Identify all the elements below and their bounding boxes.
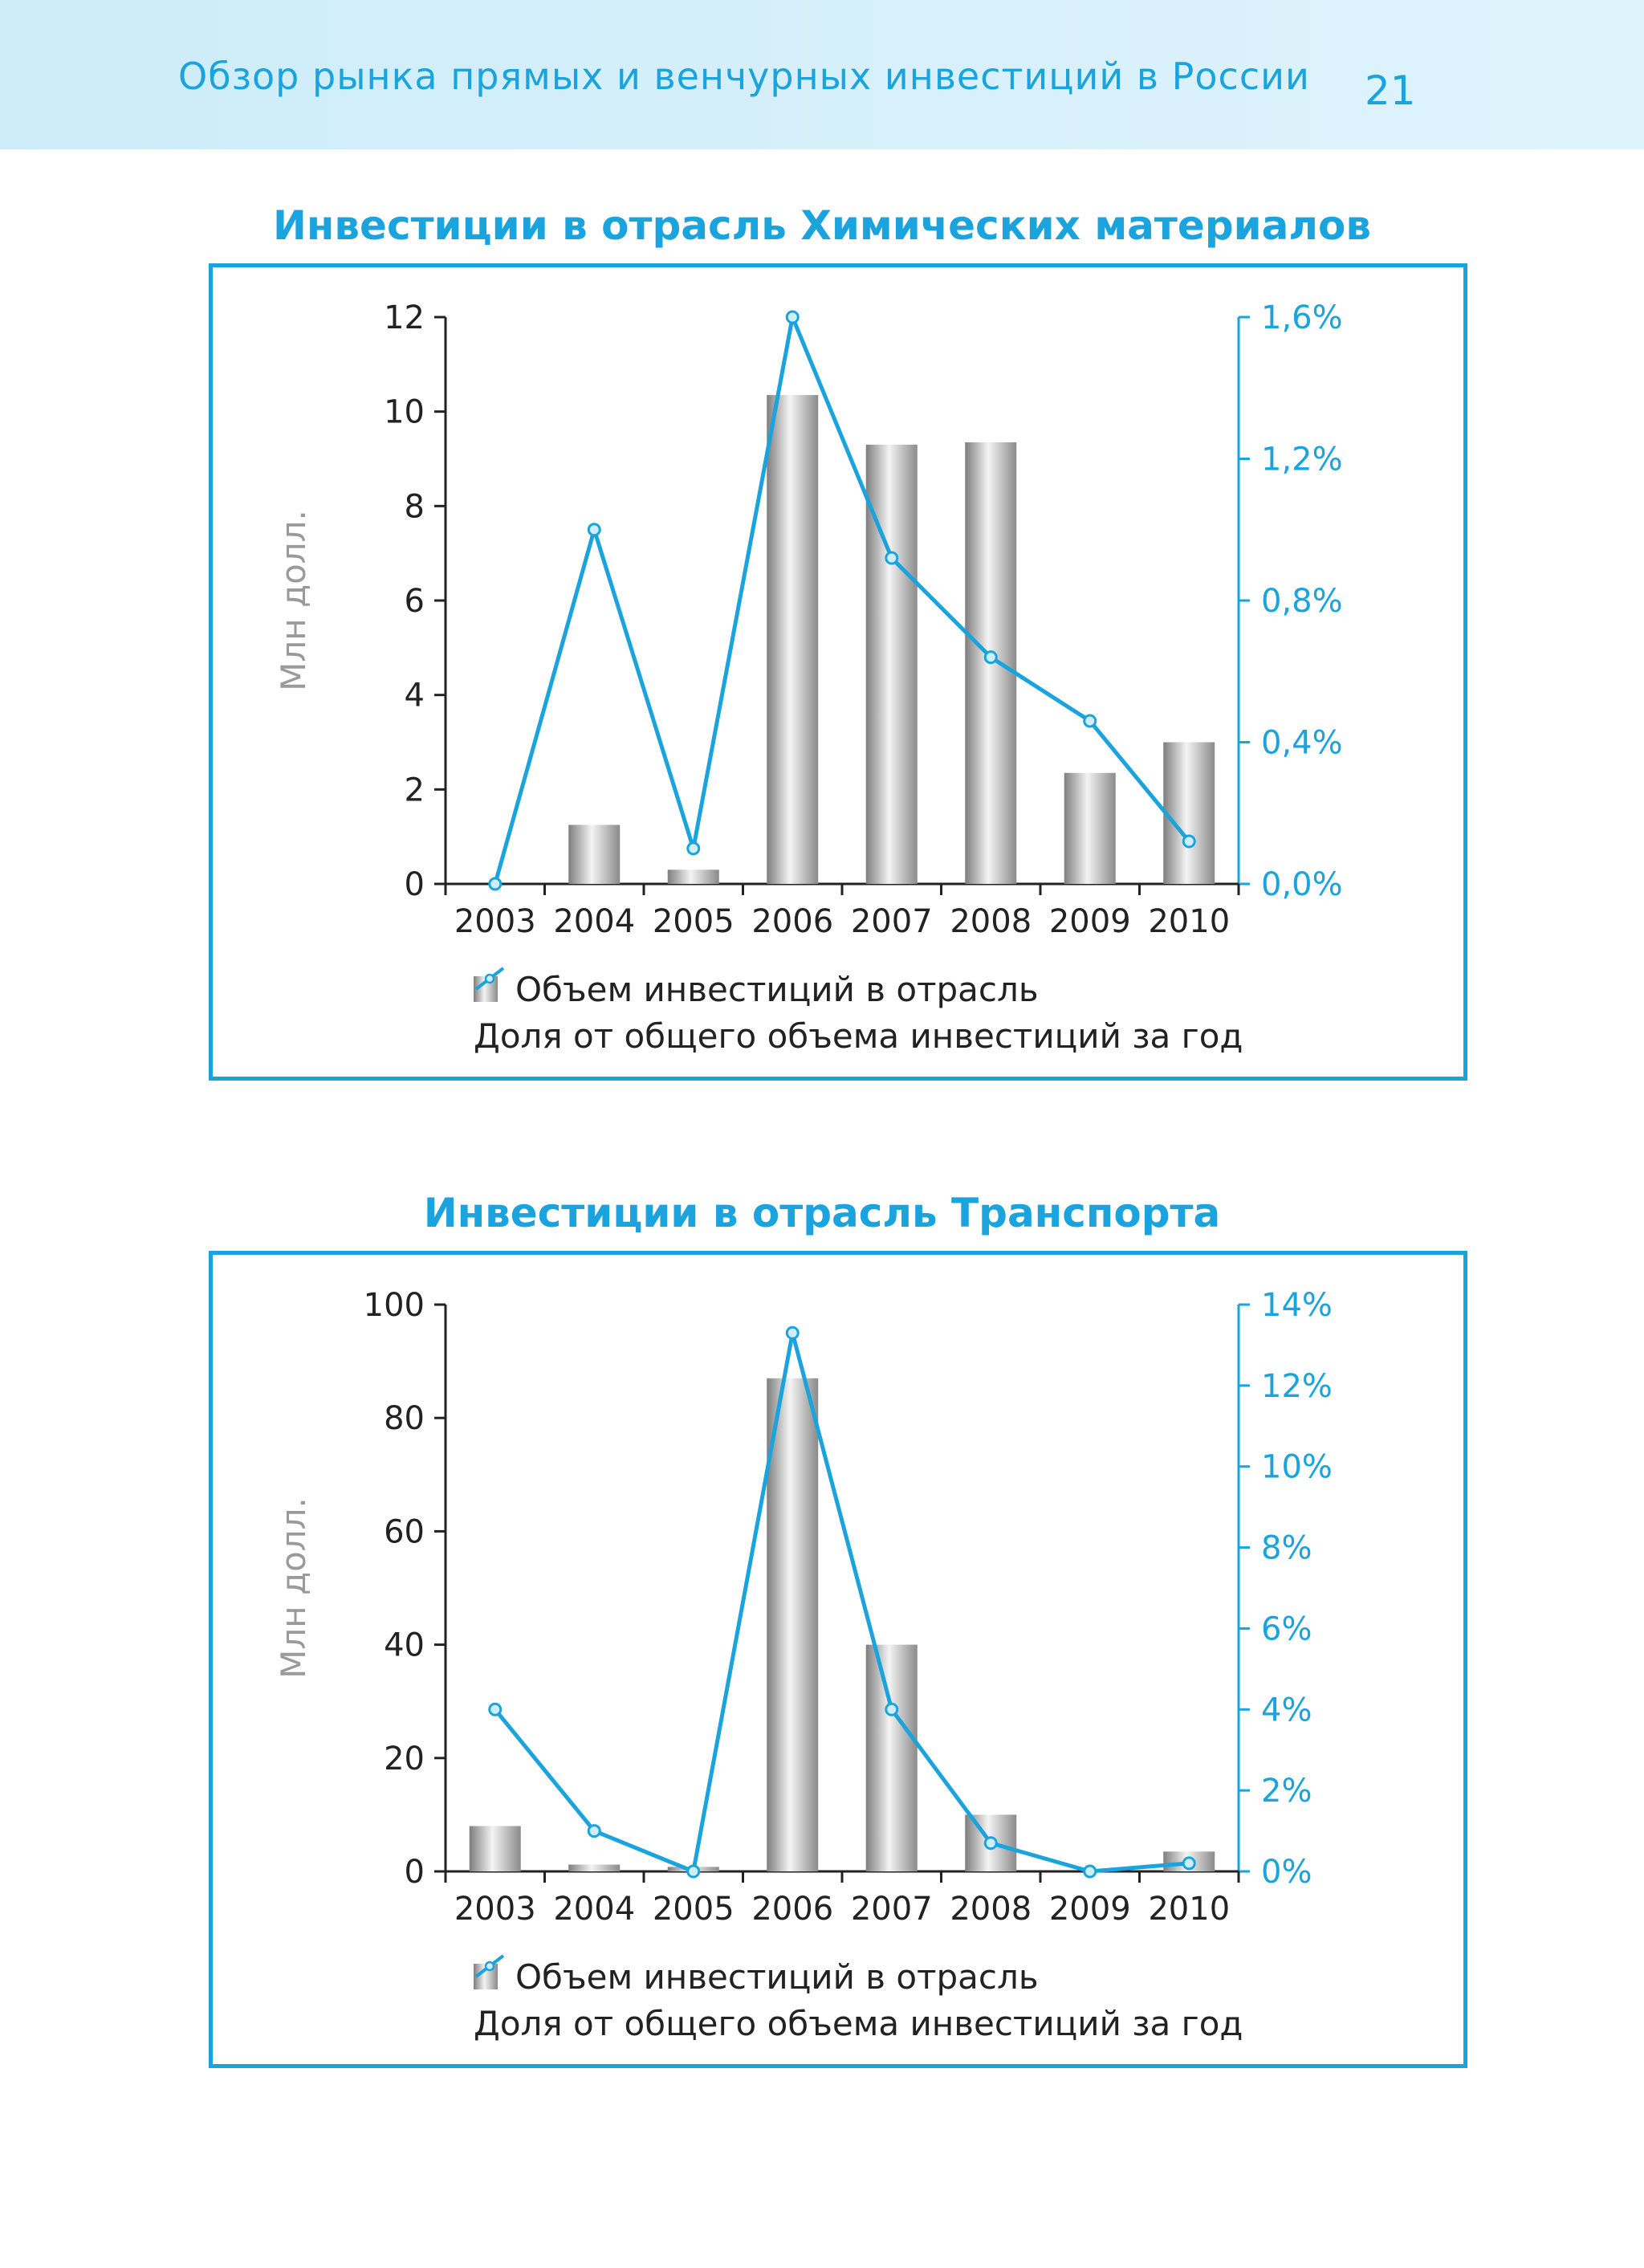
line-point	[686, 1864, 701, 1879]
x-tick-label: 2004	[553, 903, 635, 940]
y-tick-label-right: 0%	[1261, 1854, 1312, 1891]
y-tick-label-left: 20	[384, 1741, 425, 1777]
share-line	[493, 315, 1191, 885]
chart-2-svg: 0 20 40 60 80 100 Млн долл. 0% 2% 4% 6% 8% 10% 12% 14%…	[274, 1287, 1333, 1928]
y-tick-label-right: 12%	[1261, 1368, 1333, 1405]
line-point	[983, 1836, 998, 1851]
x-tick-label: 2007	[851, 1891, 933, 1928]
x-tick-label: 2005	[653, 1891, 735, 1928]
line-point	[1182, 1856, 1196, 1871]
y-tick-label-left: 0	[405, 866, 425, 903]
legend-bar-label: Объем инвестиций в отрасль	[515, 1957, 1039, 1997]
page-header: Обзор рынка прямых и венчурных инвестици…	[0, 0, 1644, 149]
line-point	[885, 551, 899, 565]
y-tick-label-left: 60	[384, 1513, 425, 1550]
bar	[469, 1826, 521, 1871]
bar	[767, 395, 819, 884]
bar	[865, 1644, 918, 1871]
line-point	[1083, 714, 1097, 728]
legend-line-swatch-icon	[474, 967, 505, 991]
y-tick-label-right: 0,8%	[1261, 583, 1343, 620]
bar	[1163, 742, 1215, 884]
page-number: 21	[1365, 67, 1416, 114]
x-tick-label: 2009	[1049, 1891, 1131, 1928]
bar	[667, 869, 719, 884]
x-tick-label: 2006	[751, 903, 833, 940]
y-tick-label-right: 2%	[1261, 1773, 1312, 1810]
chart-1-legend: Объем инвестиций в отрасль Доля от общег…	[474, 966, 1243, 1059]
x-tick-label: 2008	[950, 1891, 1032, 1928]
y-tick-label-left: 2	[405, 772, 425, 808]
line-point	[885, 1702, 899, 1716]
x-tick-label: 2003	[454, 903, 536, 940]
y-tick-label-left: 8	[405, 488, 425, 525]
header-title: Обзор рынка прямых и венчурных инвестици…	[178, 55, 1310, 98]
chart-2-title: Инвестиции в отрасль Транспорта	[423, 1190, 1221, 1236]
legend-item-line: Доля от общего объема инвестиций за год	[474, 1954, 1243, 2046]
chart-1-frame: 0 2 4 6 8 10 12 Млн долл. 0,0% 0,4% 0,8% 1,2% 1,6% 20…	[209, 263, 1467, 1081]
x-tick-label: 2008	[950, 903, 1032, 940]
y-axis-label: Млн долл.	[274, 1497, 313, 1679]
y-tick-label-right: 10%	[1261, 1449, 1333, 1486]
legend-item-line: Доля от общего объема инвестиций за год	[474, 967, 1243, 1059]
y-tick-label-left: 100	[364, 1287, 425, 1324]
line-point	[686, 841, 701, 856]
bar	[767, 1378, 819, 1871]
y-tick-label-left: 6	[405, 583, 425, 620]
y-tick-label-right: 0,0%	[1261, 866, 1343, 903]
line-point	[785, 310, 800, 324]
y-tick-label-left: 0	[405, 1854, 425, 1891]
chart-1-svg: 0 2 4 6 8 10 12 Млн долл. 0,0% 0,4% 0,8% 1,2% 1,6% 20…	[274, 299, 1343, 940]
x-tick-label: 2007	[851, 903, 933, 940]
legend-item-bar: Объем инвестиций в отрасль	[474, 966, 1243, 1012]
y-tick-label-left: 12	[384, 299, 425, 336]
legend-bar-label: Объем инвестиций в отрасль	[515, 969, 1039, 1009]
y-tick-label-left: 4	[405, 678, 425, 715]
y-tick-label-right: 1,2%	[1261, 442, 1343, 478]
y-tick-label-left: 80	[384, 1400, 425, 1437]
legend-line-label: Доля от общего объема инвестиций за год	[474, 2003, 1243, 2043]
x-tick-label: 2004	[553, 1891, 635, 1928]
share-line	[493, 1330, 1190, 1874]
x-tick-label: 2010	[1148, 1891, 1230, 1928]
line-point	[488, 1702, 503, 1716]
y-tick-label-right: 8%	[1261, 1530, 1312, 1567]
y-tick-label-right: 4%	[1261, 1692, 1312, 1728]
line-point	[488, 877, 503, 891]
x-tick-label: 2003	[454, 1891, 536, 1928]
bar	[1064, 772, 1116, 884]
chart-1-title: Инвестиции в отрасль Химических материал…	[273, 202, 1371, 249]
chart-2-legend: Объем инвестиций в отрасль Доля от общег…	[474, 1953, 1243, 2046]
x-tick-label: 2009	[1049, 903, 1131, 940]
y-tick-label-left: 40	[384, 1627, 425, 1664]
y-tick-label-right: 0,4%	[1261, 725, 1343, 762]
y-tick-label-left: 10	[384, 394, 425, 431]
legend-item-bar: Объем инвестиций в отрасль	[474, 1953, 1243, 2000]
x-tick-label: 2006	[751, 1891, 833, 1928]
legend-line-swatch-icon	[474, 1954, 505, 1978]
line-point	[785, 1325, 800, 1340]
chart-2-frame: 0 20 40 60 80 100 Млн долл. 0% 2% 4% 6% 8% 10% 12% 14%…	[209, 1251, 1467, 2068]
line-point	[587, 1824, 601, 1838]
x-tick-label: 2010	[1148, 903, 1230, 940]
line-point	[983, 650, 998, 665]
x-tick-label: 2005	[653, 903, 735, 940]
y-tick-label-right: 1,6%	[1261, 299, 1343, 336]
line-point	[1182, 834, 1196, 849]
y-tick-label-right: 14%	[1261, 1287, 1333, 1324]
line-point	[587, 523, 601, 537]
y-axis-label: Млн долл.	[274, 510, 313, 691]
bar	[568, 1864, 621, 1871]
legend-line-label: Доля от общего объема инвестиций за год	[474, 1016, 1243, 1056]
line-point	[1083, 1864, 1097, 1879]
y-tick-label-right: 6%	[1261, 1610, 1312, 1647]
bar	[568, 825, 621, 884]
